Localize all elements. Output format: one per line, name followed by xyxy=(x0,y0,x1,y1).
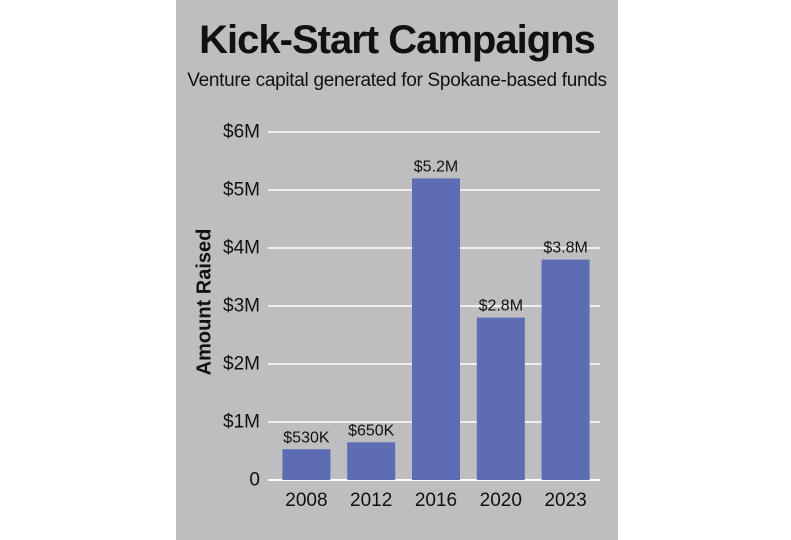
y-tick-label: $4M xyxy=(223,238,260,259)
bar-2020 xyxy=(476,317,525,480)
y-tick-label: 0 xyxy=(249,470,260,491)
y-tick-label: $6M xyxy=(223,122,260,143)
data-label-2023: $3.8M xyxy=(543,240,587,257)
y-tick-label: $5M xyxy=(223,180,260,201)
chart-subtitle: Venture capital generated for Spokane-ba… xyxy=(187,70,607,91)
bar-2023 xyxy=(541,259,590,480)
bar-2016 xyxy=(412,178,460,480)
bars xyxy=(282,178,590,480)
data-label-2008: $530K xyxy=(283,429,330,446)
x-tick-label-2023: 2023 xyxy=(544,490,586,511)
data-label-2012: $650K xyxy=(348,422,395,439)
chart-title: Kick-Start Campaigns xyxy=(199,18,596,62)
x-tick-label-2016: 2016 xyxy=(415,490,457,511)
labels: 0 $1M $2M $3M $4M $5M $6M $530K 2008 $650K 2012 $5.… xyxy=(223,122,588,512)
bar-2008 xyxy=(282,449,331,480)
data-label-2020: $2.8M xyxy=(479,298,523,315)
x-tick-label-2012: 2012 xyxy=(350,490,392,511)
y-axis-title: Amount Raised xyxy=(193,229,215,376)
y-tick-label: $2M xyxy=(223,354,260,375)
x-tick-label-2008: 2008 xyxy=(285,490,327,511)
y-tick-label: $1M xyxy=(223,412,260,433)
x-tick-label-2020: 2020 xyxy=(480,490,522,511)
y-tick-label: $3M xyxy=(223,296,260,317)
data-label-2016: $5.2M xyxy=(414,158,458,175)
bar-2012 xyxy=(347,442,396,480)
bar-chart: 0 $1M $2M $3M $4M $5M $6M $530K 2008 $650K 2012 $5.… xyxy=(193,122,600,512)
